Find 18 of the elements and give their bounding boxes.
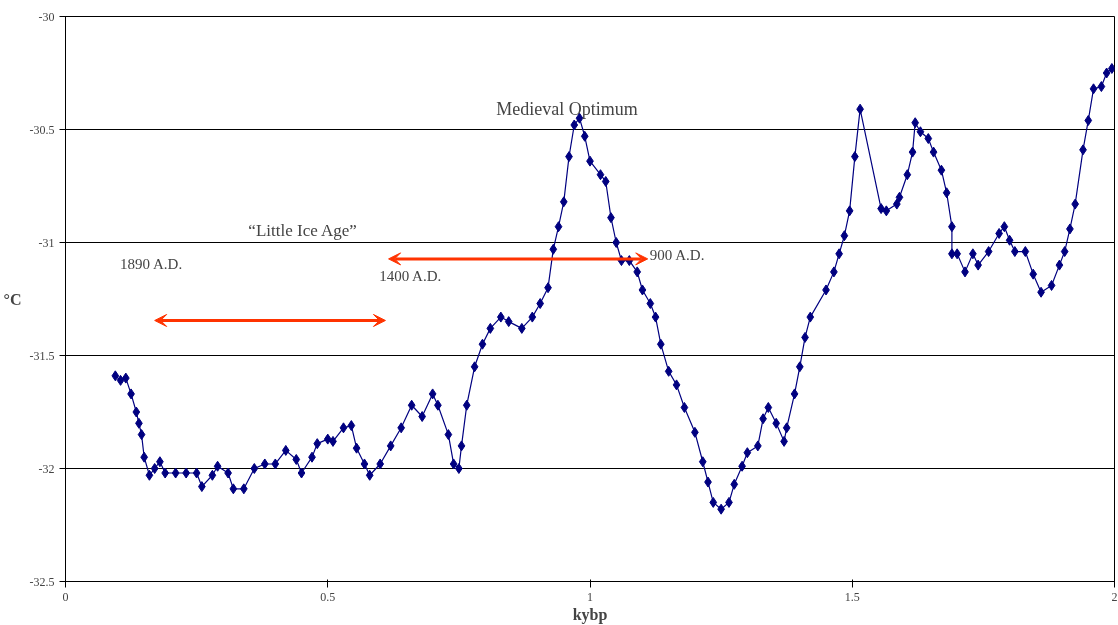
x-tick-label: 0: [62, 589, 69, 604]
annotation: Medieval Optimum: [496, 99, 638, 120]
x-tick-label: 1.5: [844, 589, 860, 604]
y-tick-label: -30: [38, 9, 55, 24]
x-axis-title: kybp: [572, 605, 608, 624]
y-tick-label: -31.5: [29, 348, 55, 363]
annotation: 900 A.D.: [649, 247, 705, 264]
y-tick-label: -31: [38, 235, 55, 250]
x-tick-label: 1: [587, 589, 593, 604]
y-tick-label: -32: [38, 461, 55, 476]
y-axis-title: °C: [3, 290, 22, 308]
annotation: “Little Ice Age”: [248, 221, 357, 241]
annotation: 1400 A.D.: [379, 268, 442, 285]
x-tick-label: 2: [1111, 589, 1118, 604]
annotation: 1890 A.D.: [120, 255, 183, 272]
y-tick-label: -30.5: [29, 122, 55, 137]
x-tick-label: 0.5: [320, 589, 336, 604]
y-tick-label: -32.5: [29, 574, 55, 589]
